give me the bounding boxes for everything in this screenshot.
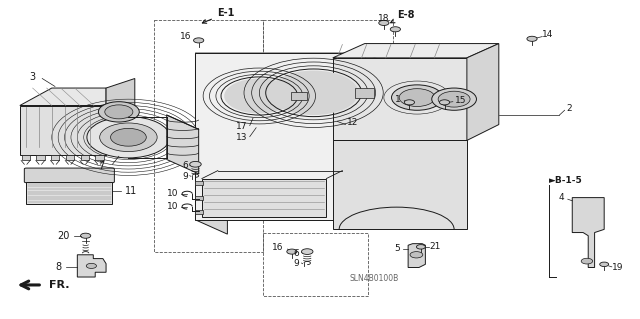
Circle shape: [99, 102, 140, 122]
FancyBboxPatch shape: [24, 168, 115, 183]
Circle shape: [581, 258, 593, 264]
Circle shape: [111, 128, 147, 146]
Bar: [26, 182, 113, 204]
Bar: [81, 155, 89, 160]
Text: 10: 10: [167, 202, 178, 211]
Polygon shape: [202, 179, 326, 217]
Text: 5: 5: [394, 244, 400, 253]
Text: 21: 21: [429, 242, 440, 251]
Text: 6: 6: [182, 161, 188, 170]
Circle shape: [417, 245, 426, 249]
Circle shape: [392, 85, 443, 110]
Bar: [195, 182, 203, 185]
Circle shape: [193, 38, 204, 43]
Circle shape: [87, 117, 170, 158]
Text: FR.: FR.: [49, 280, 69, 290]
Bar: [154, 20, 262, 252]
Text: 4: 4: [558, 193, 564, 202]
Text: 19: 19: [612, 263, 623, 272]
Text: 2: 2: [566, 104, 572, 113]
Circle shape: [527, 36, 537, 41]
Polygon shape: [572, 197, 604, 268]
Polygon shape: [408, 244, 426, 268]
Text: SLN4B0100B: SLN4B0100B: [349, 274, 399, 283]
Text: 14: 14: [542, 31, 554, 40]
Text: 13: 13: [236, 133, 247, 142]
Circle shape: [440, 100, 450, 105]
Polygon shape: [333, 44, 499, 58]
Bar: [22, 155, 30, 160]
Polygon shape: [167, 115, 198, 174]
Text: 7: 7: [98, 161, 104, 171]
Text: 20: 20: [58, 231, 70, 241]
Circle shape: [432, 88, 476, 110]
Text: 12: 12: [347, 118, 358, 128]
Polygon shape: [467, 44, 499, 140]
Text: 18: 18: [378, 14, 390, 23]
Bar: [135, 145, 143, 149]
Bar: [262, 20, 394, 204]
Circle shape: [390, 27, 401, 32]
Circle shape: [399, 89, 435, 107]
Circle shape: [86, 263, 97, 269]
Bar: [195, 210, 203, 214]
Text: 6: 6: [294, 249, 300, 258]
Bar: [95, 155, 104, 160]
Circle shape: [287, 249, 297, 254]
Circle shape: [269, 70, 358, 115]
Text: 9: 9: [294, 259, 300, 268]
Text: 8: 8: [55, 263, 61, 272]
Bar: [355, 88, 374, 98]
Polygon shape: [106, 78, 135, 155]
Polygon shape: [195, 53, 397, 67]
Text: 17: 17: [236, 122, 247, 131]
Polygon shape: [333, 140, 467, 229]
Circle shape: [224, 78, 294, 114]
Text: 16: 16: [272, 243, 284, 252]
Circle shape: [600, 262, 609, 267]
Circle shape: [410, 252, 423, 258]
Text: 1: 1: [395, 95, 401, 104]
Polygon shape: [20, 88, 106, 106]
Text: ►B-1-5: ►B-1-5: [548, 176, 582, 185]
Text: 11: 11: [125, 186, 138, 196]
Bar: [291, 92, 307, 100]
Bar: [66, 155, 74, 160]
Circle shape: [438, 91, 470, 107]
Text: E-1: E-1: [202, 8, 234, 23]
Polygon shape: [195, 53, 365, 220]
Bar: [262, 233, 368, 296]
Bar: [51, 155, 60, 160]
Text: 16: 16: [179, 32, 191, 41]
Circle shape: [81, 233, 91, 238]
Circle shape: [100, 123, 157, 152]
Bar: [135, 126, 143, 130]
Circle shape: [379, 20, 389, 26]
Polygon shape: [333, 58, 467, 140]
Circle shape: [301, 249, 313, 255]
Circle shape: [105, 105, 133, 119]
Text: 15: 15: [456, 96, 467, 105]
Text: 9: 9: [182, 172, 188, 181]
Bar: [36, 155, 45, 160]
Text: 3: 3: [29, 72, 36, 82]
Circle shape: [404, 100, 415, 105]
Bar: [135, 135, 143, 139]
Text: E-8: E-8: [390, 10, 415, 23]
Bar: [195, 196, 203, 199]
Polygon shape: [20, 106, 106, 155]
Polygon shape: [77, 255, 106, 277]
Text: 10: 10: [167, 189, 178, 198]
Circle shape: [189, 161, 201, 167]
Polygon shape: [195, 53, 227, 234]
